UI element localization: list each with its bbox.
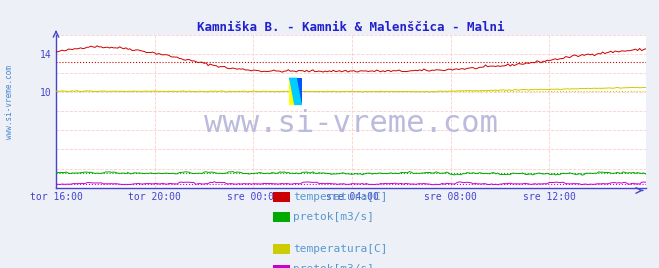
Polygon shape [289,78,302,105]
Text: www.si-vreme.com: www.si-vreme.com [5,65,14,139]
Polygon shape [289,78,302,105]
Text: temperatura[C]: temperatura[C] [293,192,387,202]
Title: Kamniška B. - Kamnik & Malenščica - Malni: Kamniška B. - Kamnik & Malenščica - Maln… [197,21,505,34]
Text: pretok[m3/s]: pretok[m3/s] [293,264,374,268]
Text: pretok[m3/s]: pretok[m3/s] [293,212,374,222]
Polygon shape [289,78,302,105]
Text: www.si-vreme.com: www.si-vreme.com [204,109,498,138]
Text: temperatura[C]: temperatura[C] [293,244,387,254]
